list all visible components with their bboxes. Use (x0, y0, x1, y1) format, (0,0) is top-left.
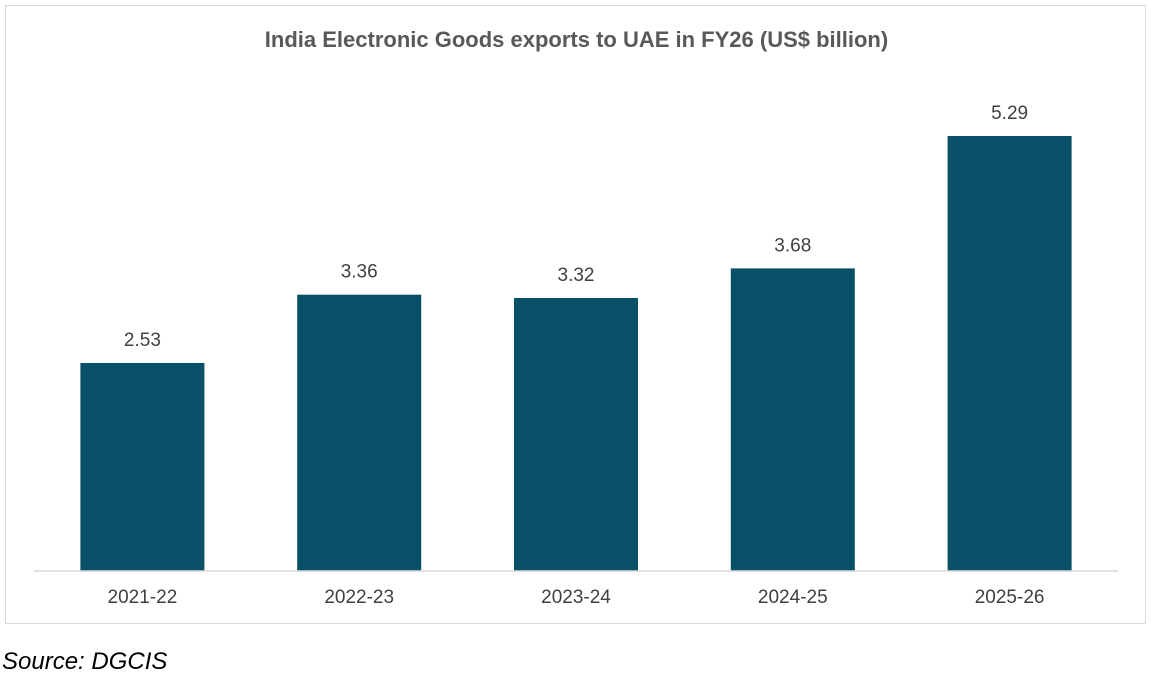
source-note: Source: DGCIS (2, 648, 168, 675)
bars-layer (80, 136, 1072, 571)
bar-2024-25 (730, 268, 855, 571)
x-tick-label-2025-26: 2025-26 (975, 587, 1045, 608)
data-label-2024-25: 3.68 (774, 235, 811, 256)
chart-title: India Electronic Goods exports to UAE in… (264, 27, 889, 52)
labels-layer: 2.53 2021-22 3.36 2022-23 3.32 2023-24 3.68 202… (108, 103, 1045, 608)
x-tick-label-2024-25: 2024-25 (758, 587, 828, 608)
data-label-2022-23: 3.36 (341, 262, 378, 283)
x-tick-label-2021-22: 2021-22 (108, 587, 178, 608)
x-tick-label-2022-23: 2022-23 (324, 587, 394, 608)
bar-2022-23 (297, 294, 422, 571)
data-label-2021-22: 2.53 (124, 330, 161, 351)
bar-2025-26 (947, 136, 1072, 571)
bar-2023-24 (514, 297, 638, 571)
bar-2021-22 (80, 362, 205, 571)
data-label-2025-26: 5.29 (991, 103, 1028, 124)
data-label-2023-24: 3.32 (558, 265, 595, 286)
x-tick-label-2023-24: 2023-24 (541, 587, 611, 608)
